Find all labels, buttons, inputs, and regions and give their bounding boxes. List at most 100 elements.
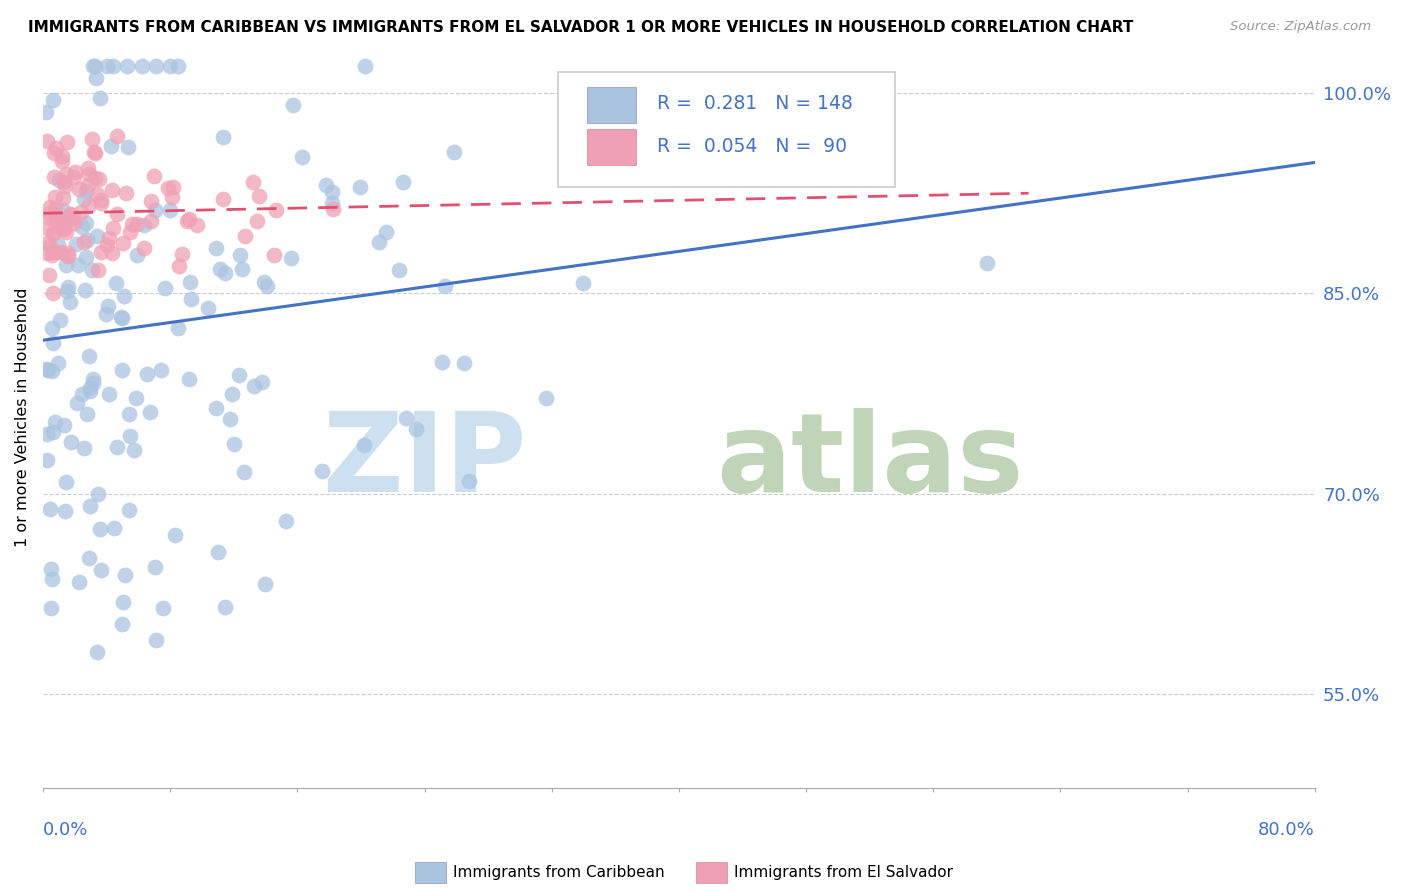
Point xyxy=(52,191,75,205)
Point xyxy=(90,244,112,259)
Point xyxy=(214,266,236,280)
Point xyxy=(75,216,97,230)
Point xyxy=(101,59,124,73)
Point xyxy=(246,214,269,228)
Point xyxy=(84,59,107,73)
Point xyxy=(100,183,122,197)
Point xyxy=(141,214,163,228)
Text: IMMIGRANTS FROM CARIBBEAN VS IMMIGRANTS FROM EL SALVADOR 1 OR MORE VEHICLES IN H: IMMIGRANTS FROM CARIBBEAN VS IMMIGRANTS … xyxy=(28,20,1133,35)
Point xyxy=(39,211,62,226)
Point xyxy=(134,241,156,255)
Point xyxy=(45,209,67,223)
Point xyxy=(41,93,63,107)
Point xyxy=(105,440,128,454)
Point xyxy=(66,396,89,410)
FancyBboxPatch shape xyxy=(588,87,636,122)
Point xyxy=(72,219,94,234)
Point xyxy=(89,522,111,536)
Point xyxy=(458,475,481,489)
Point xyxy=(110,310,132,324)
Point xyxy=(976,255,998,269)
Point xyxy=(62,169,84,184)
Point xyxy=(39,601,62,615)
Point xyxy=(79,381,101,395)
Point xyxy=(49,313,72,327)
Point xyxy=(124,443,146,458)
Point xyxy=(315,178,337,192)
Point xyxy=(453,356,475,370)
Point xyxy=(118,407,141,421)
Text: atlas: atlas xyxy=(716,409,1024,515)
Point xyxy=(117,140,139,154)
Point xyxy=(53,216,76,230)
Point xyxy=(105,276,128,290)
Point xyxy=(83,145,105,160)
Y-axis label: 1 or more Vehicles in Household: 1 or more Vehicles in Household xyxy=(15,287,30,547)
Point xyxy=(280,252,302,266)
Point xyxy=(209,261,232,276)
Text: ZIP: ZIP xyxy=(323,409,526,515)
Point xyxy=(212,192,235,206)
Point xyxy=(111,595,134,609)
Point xyxy=(368,235,391,249)
Point xyxy=(44,415,66,429)
Point xyxy=(97,386,120,401)
Point xyxy=(45,141,67,155)
FancyBboxPatch shape xyxy=(558,72,896,187)
Point xyxy=(59,434,82,449)
Point xyxy=(35,427,58,442)
Point xyxy=(242,176,264,190)
Point xyxy=(197,301,219,315)
Point xyxy=(207,544,229,558)
Point xyxy=(233,229,256,244)
Point xyxy=(121,217,143,231)
Point xyxy=(56,246,79,260)
Point xyxy=(229,247,252,261)
Point xyxy=(204,401,226,415)
Point xyxy=(160,190,183,204)
Point xyxy=(111,236,134,251)
Point xyxy=(247,189,270,203)
Point xyxy=(90,563,112,577)
Point xyxy=(67,182,90,196)
Point xyxy=(44,202,66,217)
Point xyxy=(55,167,77,181)
Point xyxy=(405,422,427,436)
Point xyxy=(42,145,65,160)
Point xyxy=(87,171,110,186)
Point xyxy=(291,150,314,164)
Point xyxy=(349,180,371,194)
Point xyxy=(46,211,69,226)
Point xyxy=(186,218,208,232)
Point xyxy=(80,263,103,277)
FancyBboxPatch shape xyxy=(588,129,636,165)
Point xyxy=(166,59,188,73)
Point xyxy=(253,275,276,289)
Point xyxy=(59,207,82,221)
Point xyxy=(152,601,174,615)
Point xyxy=(97,231,120,245)
Point xyxy=(82,371,104,385)
Point xyxy=(44,170,66,185)
Text: R =  0.054   N =  90: R = 0.054 N = 90 xyxy=(658,136,848,156)
Point xyxy=(70,387,93,401)
Point xyxy=(89,91,111,105)
Point xyxy=(76,233,98,247)
Point xyxy=(118,429,141,443)
Point xyxy=(90,193,112,207)
Point xyxy=(76,161,98,175)
Point xyxy=(35,235,58,250)
Point xyxy=(176,213,198,227)
Point xyxy=(42,285,65,300)
Point xyxy=(211,130,233,145)
Point xyxy=(51,214,73,228)
Point xyxy=(52,222,75,236)
Point xyxy=(59,294,82,309)
Point xyxy=(118,502,141,516)
Point xyxy=(134,218,156,232)
Point xyxy=(39,200,62,214)
Point xyxy=(167,259,190,273)
Point xyxy=(46,356,69,370)
Point xyxy=(63,165,86,179)
Point xyxy=(392,175,415,189)
